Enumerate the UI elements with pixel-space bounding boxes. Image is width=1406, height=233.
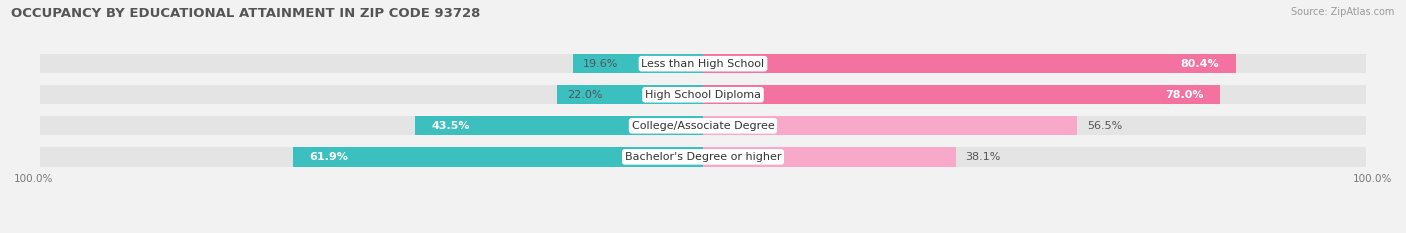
Text: 56.5%: 56.5% xyxy=(1087,121,1122,131)
Text: High School Diploma: High School Diploma xyxy=(645,90,761,100)
Text: 43.5%: 43.5% xyxy=(432,121,470,131)
Bar xyxy=(703,147,956,167)
Text: 19.6%: 19.6% xyxy=(583,59,619,69)
Text: 61.9%: 61.9% xyxy=(309,152,349,162)
Bar xyxy=(41,54,1365,73)
Text: 100.0%: 100.0% xyxy=(14,174,53,184)
Text: 80.4%: 80.4% xyxy=(1181,59,1219,69)
Bar xyxy=(41,85,1365,104)
Bar xyxy=(41,147,1365,167)
Text: Bachelor's Degree or higher: Bachelor's Degree or higher xyxy=(624,152,782,162)
Legend: Owner-occupied, Renter-occupied: Owner-occupied, Renter-occupied xyxy=(576,230,830,233)
Text: 100.0%: 100.0% xyxy=(1353,174,1392,184)
Text: 78.0%: 78.0% xyxy=(1166,90,1204,100)
Text: 22.0%: 22.0% xyxy=(567,90,603,100)
Bar xyxy=(415,116,703,135)
Bar xyxy=(574,54,703,73)
Bar xyxy=(703,116,1077,135)
Bar xyxy=(292,147,703,167)
Bar xyxy=(41,116,1365,135)
Text: OCCUPANCY BY EDUCATIONAL ATTAINMENT IN ZIP CODE 93728: OCCUPANCY BY EDUCATIONAL ATTAINMENT IN Z… xyxy=(11,7,481,20)
Text: College/Associate Degree: College/Associate Degree xyxy=(631,121,775,131)
Text: 38.1%: 38.1% xyxy=(966,152,1001,162)
Bar xyxy=(703,85,1220,104)
Text: Less than High School: Less than High School xyxy=(641,59,765,69)
Text: Source: ZipAtlas.com: Source: ZipAtlas.com xyxy=(1291,7,1395,17)
Bar xyxy=(703,54,1236,73)
Bar xyxy=(557,85,703,104)
